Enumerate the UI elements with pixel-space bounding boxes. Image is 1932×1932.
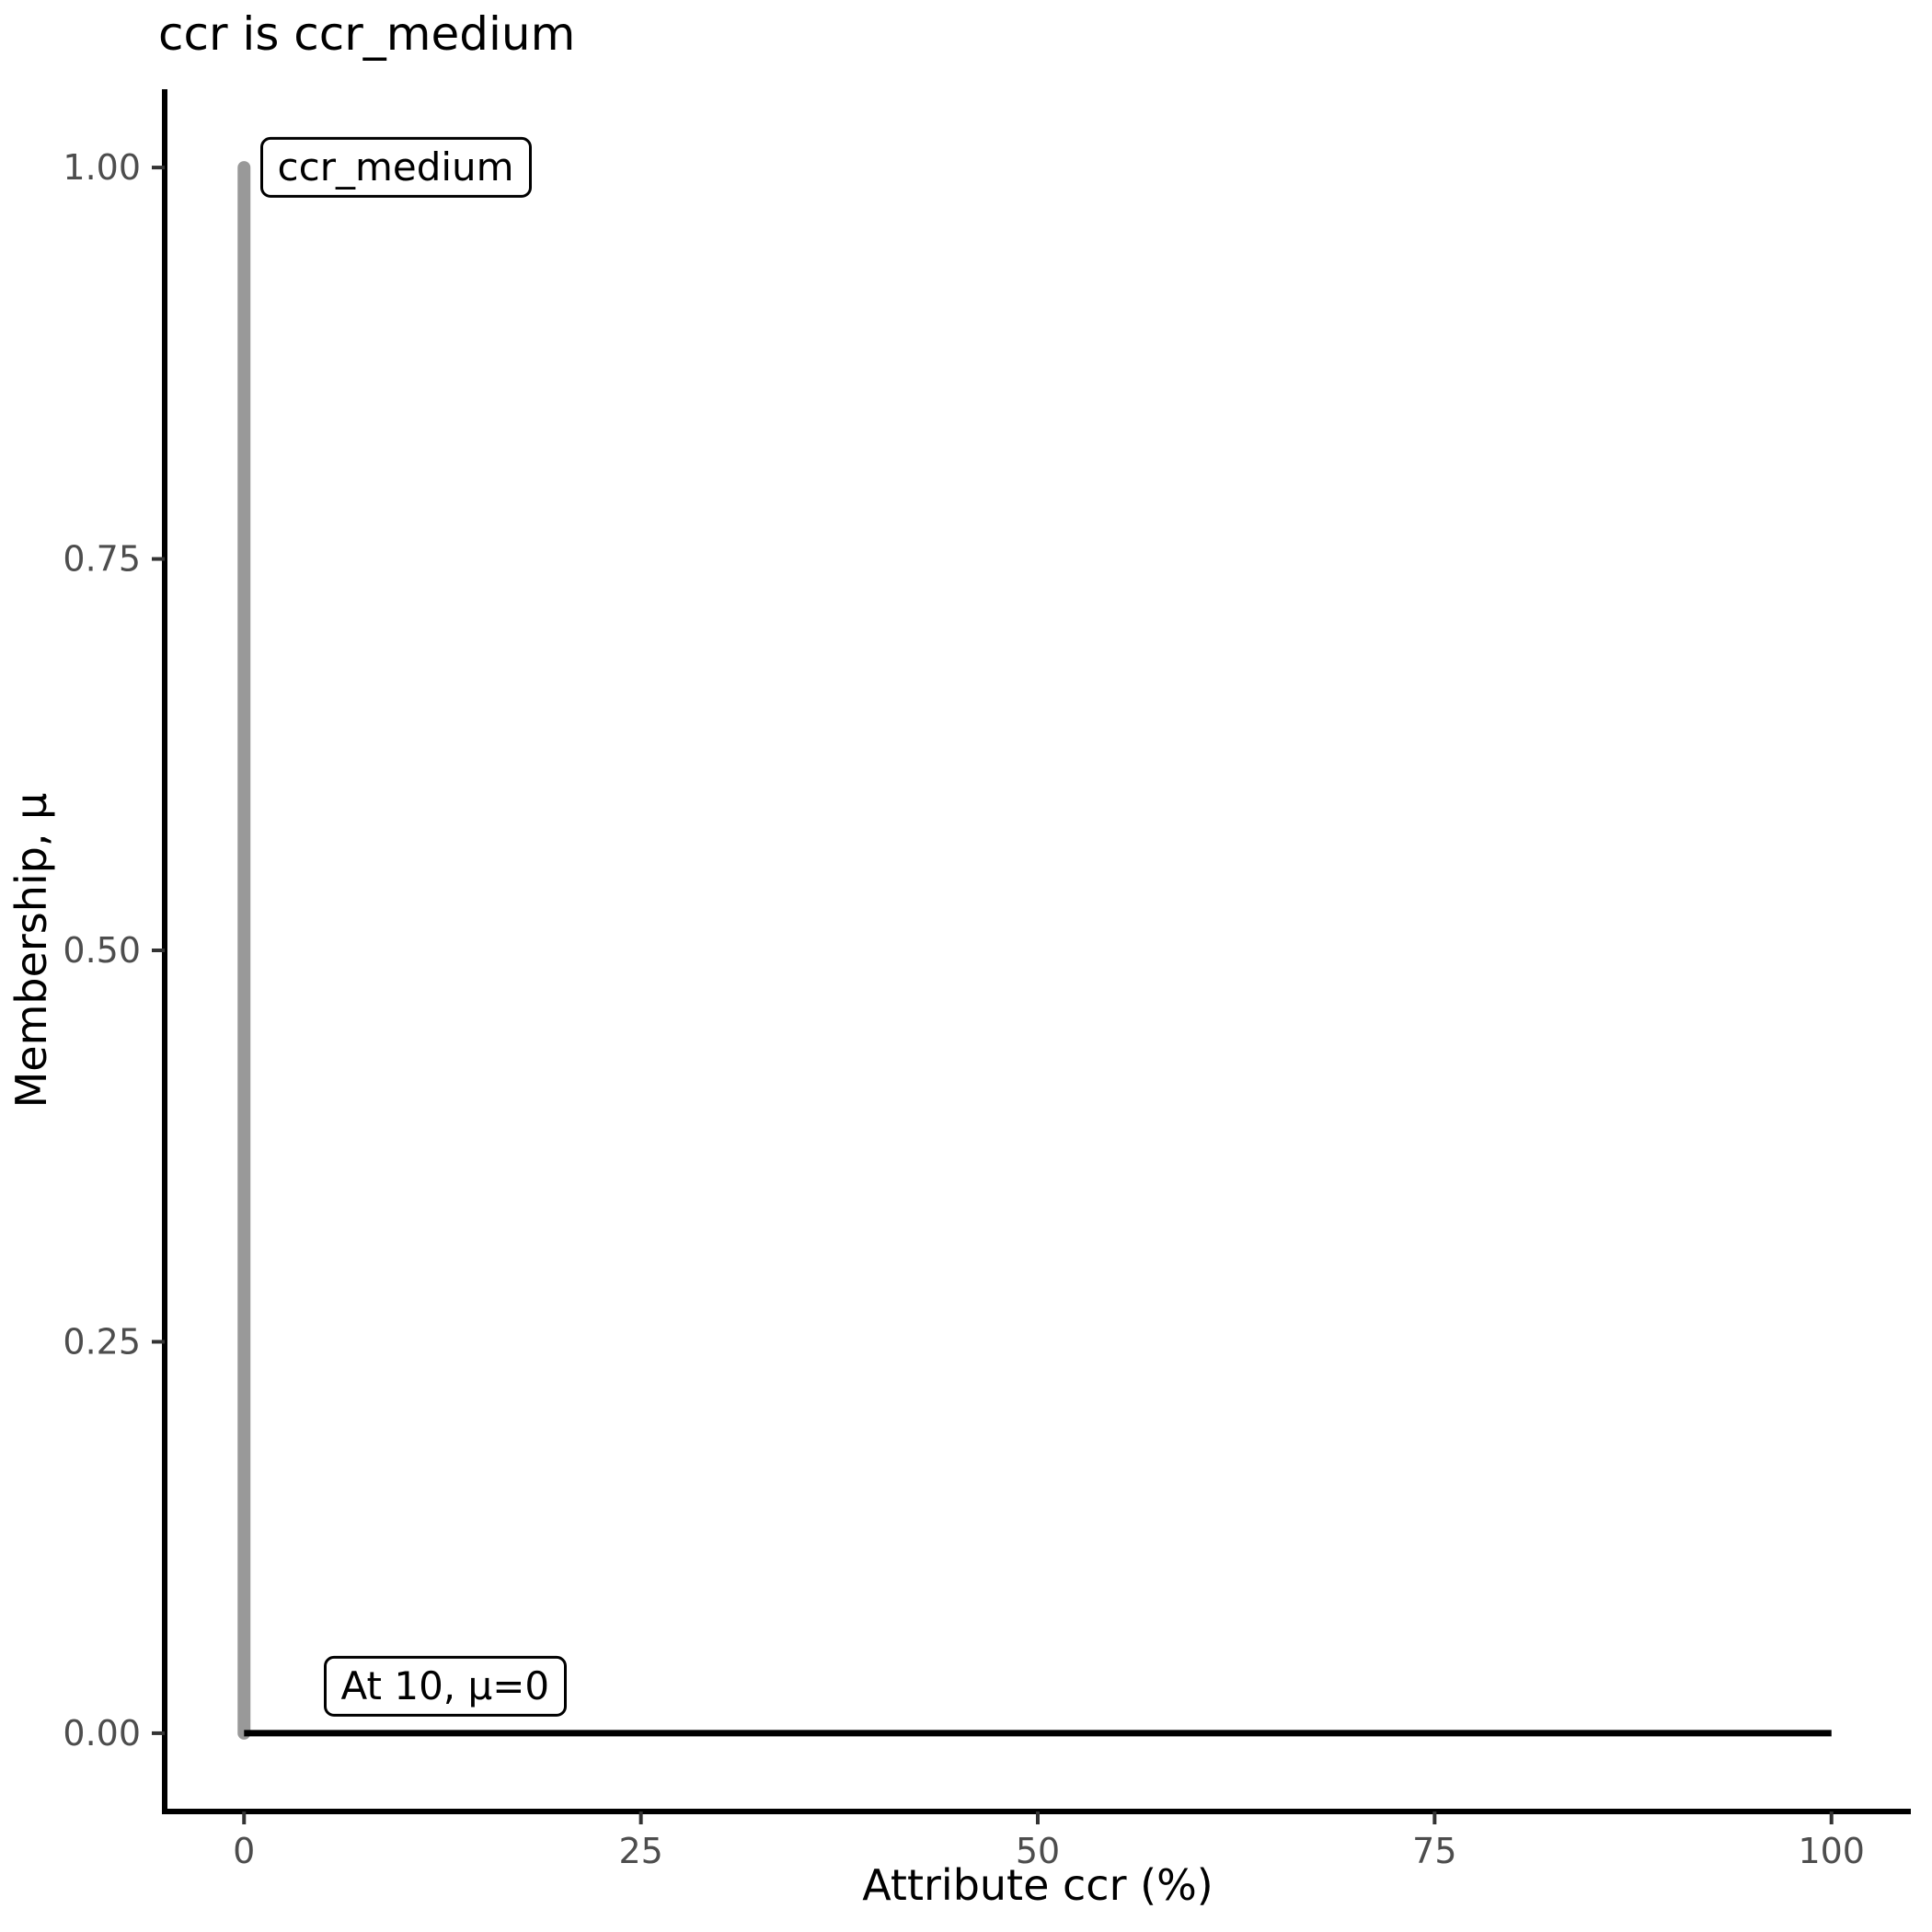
y-tick-label: 0.00 [63,1713,141,1754]
annotation-set-name-label: ccr_medium [259,136,532,199]
y-tick-label: 0.75 [63,539,141,580]
y-tick-label: 0.25 [63,1321,141,1362]
x-tick-label: 75 [1412,1831,1456,1871]
y-axis-title: Membership, μ [6,792,56,1109]
x-tick-label: 50 [1016,1831,1060,1871]
x-axis-title: Attribute ccr (%) [862,1860,1213,1910]
x-tick-label: 25 [618,1831,662,1871]
x-tick-label: 100 [1798,1831,1865,1871]
chart-title: ccr is ccr_medium [158,7,576,61]
annotation-at-10-label: At 10, μ=0 [323,1655,568,1717]
y-tick-label: 0.50 [63,930,141,971]
y-tick-label: 1.00 [63,147,141,188]
x-tick-label: 0 [233,1831,255,1871]
